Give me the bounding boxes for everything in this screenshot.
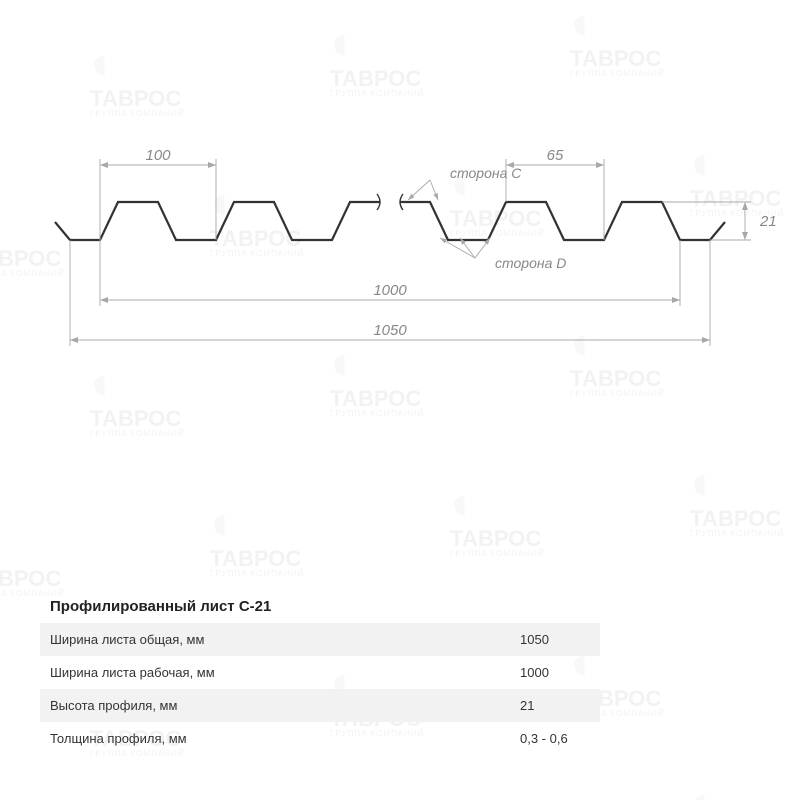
watermark-instance: ◐ТАВРОСГРУППА КОМПАНИЙ	[0, 520, 64, 598]
table-title: Профилированный лист С-21	[40, 590, 600, 623]
profile-diagram: 100 65 21 1000 1050 сторона C сторона D	[0, 0, 800, 500]
svg-text:1050: 1050	[373, 322, 407, 339]
spec-value: 1050	[480, 623, 600, 656]
table-row: Толщина профиля, мм0,3 - 0,6	[40, 722, 600, 755]
table-row: Ширина листа рабочая, мм1000	[40, 656, 600, 689]
profile-path	[55, 202, 725, 240]
spec-label: Высота профиля, мм	[40, 689, 480, 722]
watermark-instance: ◐ТАВРОСГРУППА КОМПАНИЙ	[690, 780, 784, 800]
spec-table: Профилированный лист С-21 Ширина листа о…	[40, 590, 600, 755]
watermark-subtitle: ГРУППА КОМПАНИЙ	[450, 550, 544, 558]
spec-label: Ширина листа рабочая, мм	[40, 656, 480, 689]
watermark-logo-icon: ◐	[210, 500, 304, 548]
svg-text:1000: 1000	[373, 282, 407, 299]
watermark-brand: ТАВРОС	[450, 528, 544, 550]
spec-label: Толщина профиля, мм	[40, 722, 480, 755]
watermark-brand: ТАВРОС	[690, 508, 784, 530]
table-body: Ширина листа общая, мм1050Ширина листа р…	[40, 623, 600, 755]
spec-value: 0,3 - 0,6	[480, 722, 600, 755]
watermark-logo-icon: ◐	[690, 780, 784, 800]
side-label: сторона C	[450, 165, 522, 181]
table-row: Высота профиля, мм21	[40, 689, 600, 722]
watermark-brand: ТАВРОС	[0, 568, 64, 590]
svg-text:65: 65	[547, 147, 564, 164]
watermark-logo-icon: ◐	[0, 520, 64, 568]
svg-text:21: 21	[759, 213, 777, 230]
spec-value: 1000	[480, 656, 600, 689]
side-label: сторона D	[495, 255, 566, 271]
spec-value: 21	[480, 689, 600, 722]
spec-label: Ширина листа общая, мм	[40, 623, 480, 656]
svg-text:100: 100	[145, 147, 171, 164]
watermark-subtitle: ГРУППА КОМПАНИЙ	[690, 530, 784, 538]
watermark-instance: ◐ТАВРОСГРУППА КОМПАНИЙ	[210, 500, 304, 578]
watermark-subtitle: ГРУППА КОМПАНИЙ	[210, 570, 304, 578]
watermark-brand: ТАВРОС	[210, 548, 304, 570]
table-row: Ширина листа общая, мм1050	[40, 623, 600, 656]
